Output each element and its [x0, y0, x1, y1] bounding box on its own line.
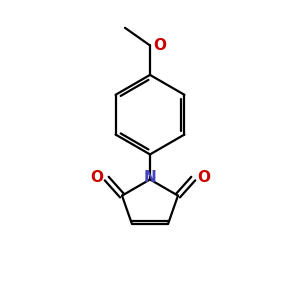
Text: O: O [197, 169, 210, 184]
Text: O: O [90, 169, 103, 184]
Text: O: O [154, 38, 166, 53]
Text: N: N [144, 169, 156, 184]
